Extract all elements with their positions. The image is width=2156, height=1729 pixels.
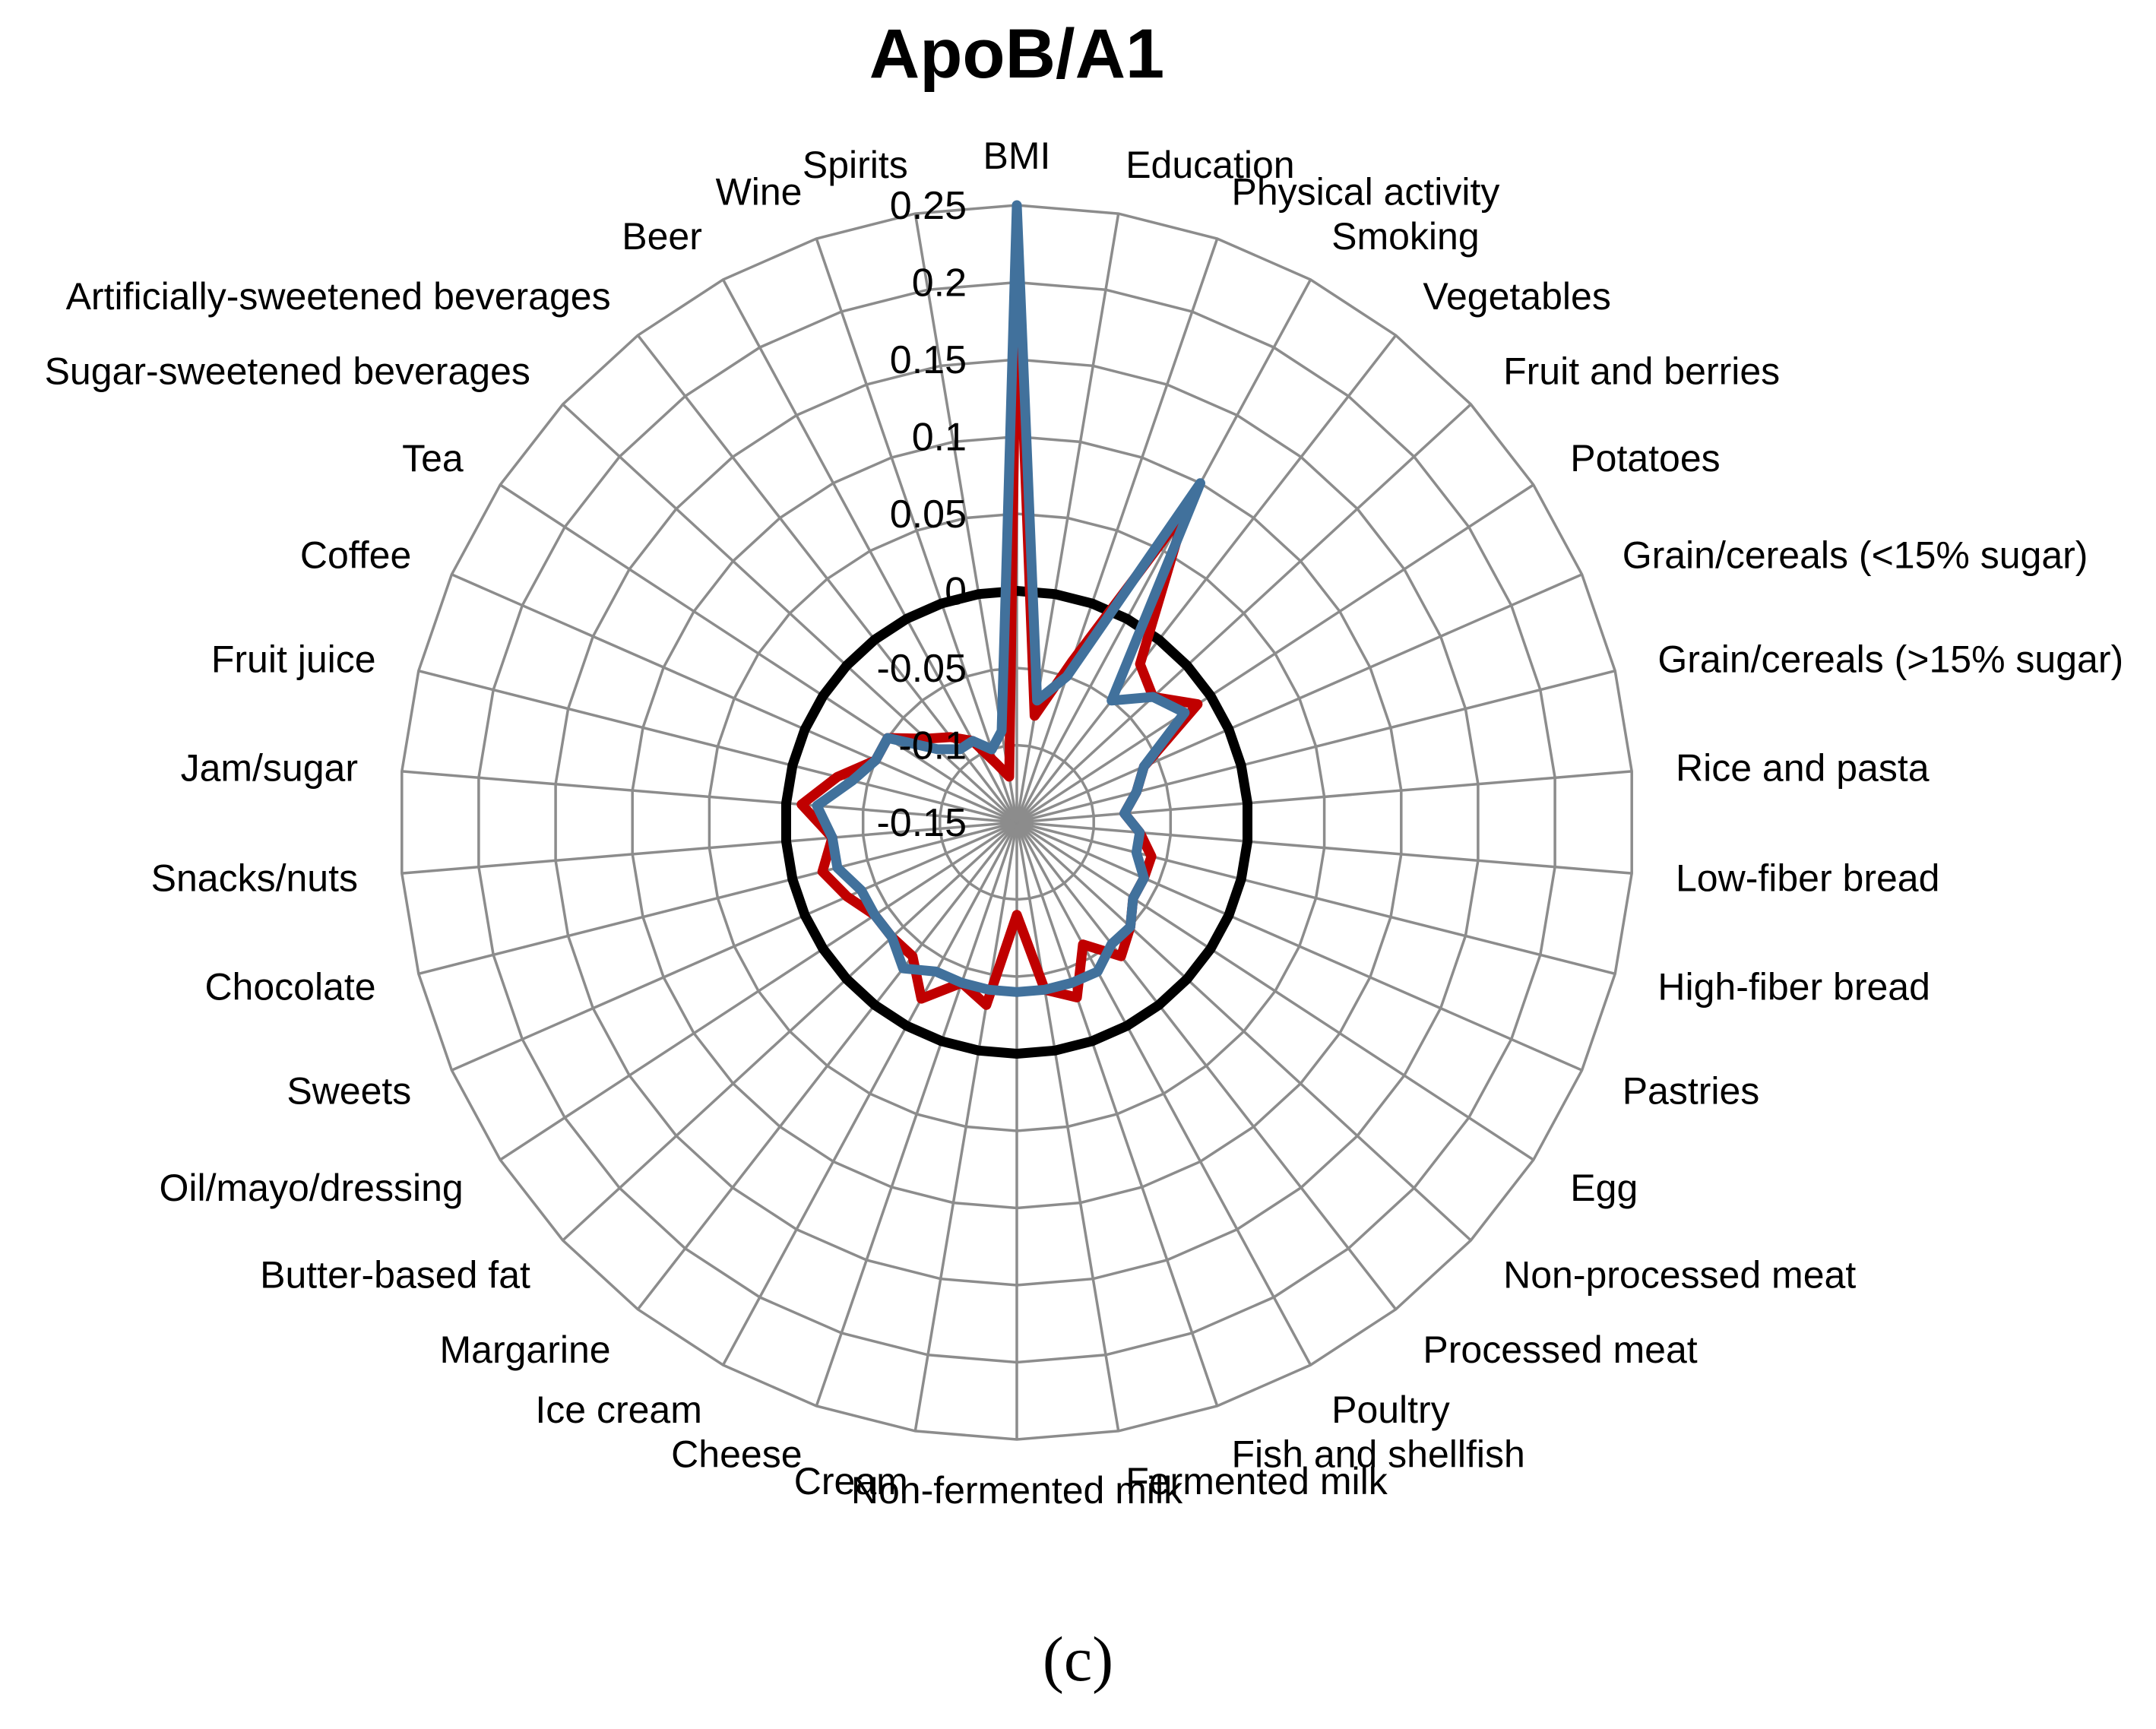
grid-spoke [451,821,1018,1072]
radial-tick-label: -0.1 [898,724,967,768]
category-label: Ice cream [535,1389,702,1431]
grid-spoke [499,483,1018,824]
category-label: Margarine [439,1328,610,1371]
category-label: Potatoes [1570,437,1720,480]
radial-tick-label: -0.05 [876,647,967,691]
grid-spoke [401,770,1018,824]
category-label: Physical activity [1232,171,1500,214]
grid-spoke [451,573,1018,824]
grid-spoke [1015,821,1398,1310]
category-label: Egg [1570,1167,1638,1209]
category-label: Fermented milk [1125,1460,1388,1503]
series-line-3 [781,586,1252,1059]
panel-label: (c) [1042,1624,1114,1695]
category-label: Smoking [1331,215,1480,258]
category-label: Low-fiber bread [1676,857,1939,900]
category-label: Coffee [300,534,411,576]
category-label: Processed meat [1423,1328,1697,1371]
grid-spoke [1015,238,1219,823]
category-label: Education [1125,144,1294,186]
category-label: Sweets [287,1070,411,1113]
grid-spoke [1016,821,1583,1072]
grid-spoke [1016,821,1616,975]
grid-spoke [1015,822,1219,1407]
grid-spoke [1015,822,1312,1366]
grid-spoke [562,821,1018,1242]
category-label: Artificially-sweetened beverages [66,275,611,318]
radial-tick-label: -0.15 [876,801,967,845]
category-label: Sugar-sweetened beverages [45,350,530,392]
category-label: Oil/mayo/dressing [160,1167,464,1209]
category-label: Non-processed meat [1503,1254,1856,1297]
grid-spoke [1016,770,1632,824]
radial-tick-labels: 0.25 0.2 0.15 0.1 0.05 0 -0.05 -0.1 -0.15 [876,184,967,845]
series-line-2 [812,200,1205,997]
category-label: Cheese [671,1433,802,1475]
category-label: Spirits [803,144,908,186]
grid-spoke [1016,483,1534,824]
radial-tick-label: 0.25 [890,184,967,228]
category-label: Wine [716,171,803,214]
grid-spoke [1016,573,1583,824]
category-label: Fruit and berries [1503,350,1780,392]
radial-tick-label: 0.2 [912,261,967,306]
category-label: Fish and shellfish [1232,1433,1525,1475]
grid-spoke [636,821,1018,1310]
category-label: Poultry [1331,1389,1450,1431]
radial-tick-label: 0.1 [912,416,967,460]
category-label: Snacks/nuts [151,857,358,900]
grid-spoke [1015,403,1472,824]
grid-spoke [1015,213,1120,823]
category-label: Fruit juice [211,638,376,681]
grid-spoke [815,238,1018,823]
grid-spoke [721,822,1018,1366]
radial-tick-label: 0 [945,570,967,614]
grid-spoke [721,279,1018,823]
category-label: Cream [794,1460,908,1503]
grid-spoke [1016,821,1632,875]
category-label: Grain/cereals (>15% sugar) [1657,638,2123,681]
radar-series [781,200,1252,1059]
grid-spoke [418,821,1018,975]
grid-spoke [1015,821,1472,1242]
category-label: Vegetables [1423,275,1610,318]
grid-spoke [401,821,1018,875]
category-label: Pastries [1623,1070,1760,1113]
category-label: Butter-based fat [260,1254,530,1297]
category-label: High-fiber bread [1657,966,1930,1009]
radial-tick-label: 0.15 [890,338,967,382]
category-label: Tea [402,437,464,480]
grid-spoke [1015,822,1120,1432]
grid-spoke [1015,279,1312,823]
grid-spoke [418,670,1018,824]
category-label: Chocolate [204,966,375,1009]
category-label: BMI [983,135,1051,177]
grid-spoke [1016,670,1616,824]
category-label: Rice and pasta [1676,747,1930,790]
category-label: Beer [622,215,702,258]
grid-spoke [815,822,1018,1407]
grid-spoke [1015,334,1398,824]
grid-spoke [499,821,1018,1161]
radial-tick-label: 0.05 [890,492,967,537]
category-label: Grain/cereals (<15% sugar) [1623,534,2088,576]
grid-spoke [913,822,1018,1432]
chart-title: ApoB/A1 [869,15,1164,93]
grid-spoke [1016,821,1534,1161]
category-label: Non-fermented milk [851,1469,1183,1512]
category-label: Jam/sugar [181,747,358,790]
